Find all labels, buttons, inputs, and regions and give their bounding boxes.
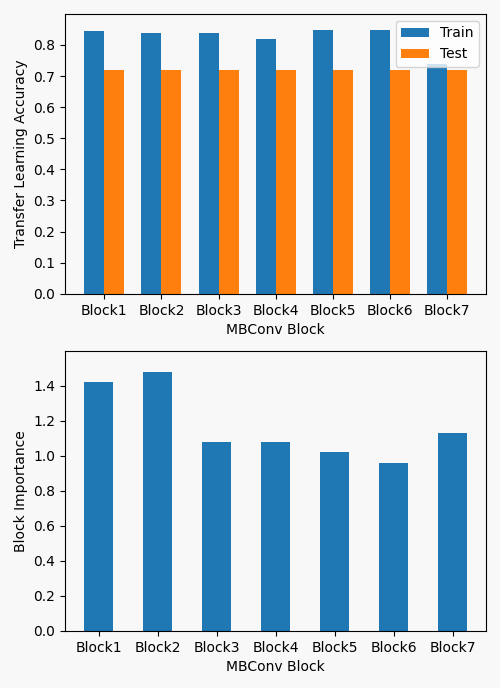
Bar (218, 70, 238, 294)
Bar (198, 33, 218, 294)
Bar (379, 463, 408, 631)
Bar (333, 70, 352, 294)
Bar (261, 442, 290, 631)
Bar (370, 30, 390, 294)
Bar (84, 31, 104, 294)
Y-axis label: Transfer Learning Accuracy: Transfer Learning Accuracy (14, 60, 28, 248)
Bar (438, 433, 467, 631)
Bar (256, 39, 276, 294)
Bar (142, 32, 162, 294)
Bar (104, 70, 124, 294)
Bar (162, 70, 182, 294)
Bar (427, 64, 447, 294)
Y-axis label: Block Importance: Block Importance (14, 430, 28, 552)
Bar (202, 442, 231, 631)
Bar (447, 70, 467, 294)
Bar (276, 70, 295, 294)
Bar (313, 30, 333, 294)
X-axis label: MBConv Block: MBConv Block (226, 660, 325, 674)
Bar (84, 383, 113, 631)
Bar (320, 453, 349, 631)
X-axis label: MBConv Block: MBConv Block (226, 323, 325, 337)
Bar (144, 372, 172, 631)
Legend: Train, Test: Train, Test (396, 21, 479, 67)
Bar (390, 70, 410, 294)
